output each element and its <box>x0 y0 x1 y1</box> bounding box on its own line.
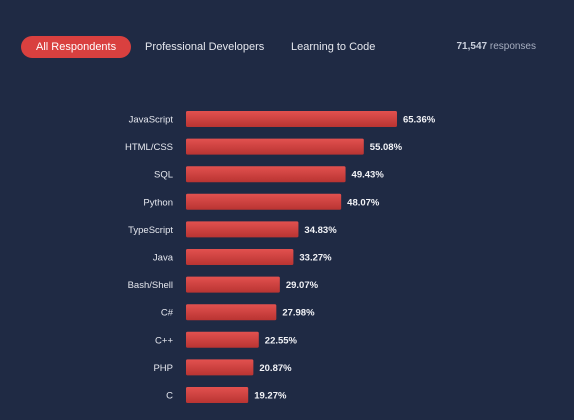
value-label: 48.07% <box>347 197 380 208</box>
category-label: SQL <box>154 170 173 181</box>
bar[interactable] <box>186 193 342 210</box>
tab-all-respondents[interactable]: All Respondents <box>21 36 132 58</box>
filter-bar: All Respondents Professional Developers … <box>0 0 574 95</box>
value-label: 22.55% <box>265 335 298 346</box>
bar[interactable] <box>186 276 280 293</box>
language-bar-chart: JavaScript 65.36% HTML/CSS 55.08% SQL 49.43% P… <box>125 111 436 403</box>
value-label: 65.36% <box>403 115 436 126</box>
bars-layer: JavaScript 65.36% HTML/CSS 55.08% SQL 49.43% P… <box>125 111 436 403</box>
value-label: 55.08% <box>370 142 403 153</box>
category-label: C++ <box>155 335 173 346</box>
value-label: 34.83% <box>304 225 337 236</box>
responses-label: responses <box>489 41 536 52</box>
category-label: PHP <box>153 363 173 374</box>
value-label: 20.87% <box>259 363 292 374</box>
responses-count: 71,547 responses <box>456 36 536 58</box>
value-label: 49.43% <box>352 170 385 181</box>
value-label: 19.27% <box>254 391 287 402</box>
bar[interactable] <box>186 387 249 403</box>
category-label: JavaScript <box>129 115 174 126</box>
category-label: C <box>166 391 173 402</box>
bar[interactable] <box>186 166 346 183</box>
tab-professional-developers[interactable]: Professional Developers <box>145 41 265 53</box>
value-label: 27.98% <box>282 308 315 319</box>
bar[interactable] <box>186 221 299 238</box>
bar[interactable] <box>186 304 277 321</box>
category-label: Bash/Shell <box>128 280 173 291</box>
bar[interactable] <box>186 111 397 127</box>
category-label: C# <box>161 308 174 319</box>
value-label: 33.27% <box>299 253 332 264</box>
category-label: HTML/CSS <box>125 142 173 153</box>
responses-number: 71,547 <box>456 41 488 52</box>
value-label: 29.07% <box>286 280 319 291</box>
category-label: Python <box>143 197 173 208</box>
bar[interactable] <box>186 249 294 265</box>
tab-learning-to-code[interactable]: Learning to Code <box>291 41 376 53</box>
bar[interactable] <box>186 138 364 155</box>
category-label: Java <box>153 253 174 264</box>
bar[interactable] <box>186 331 259 348</box>
bar[interactable] <box>186 359 254 376</box>
category-label: TypeScript <box>128 225 173 236</box>
